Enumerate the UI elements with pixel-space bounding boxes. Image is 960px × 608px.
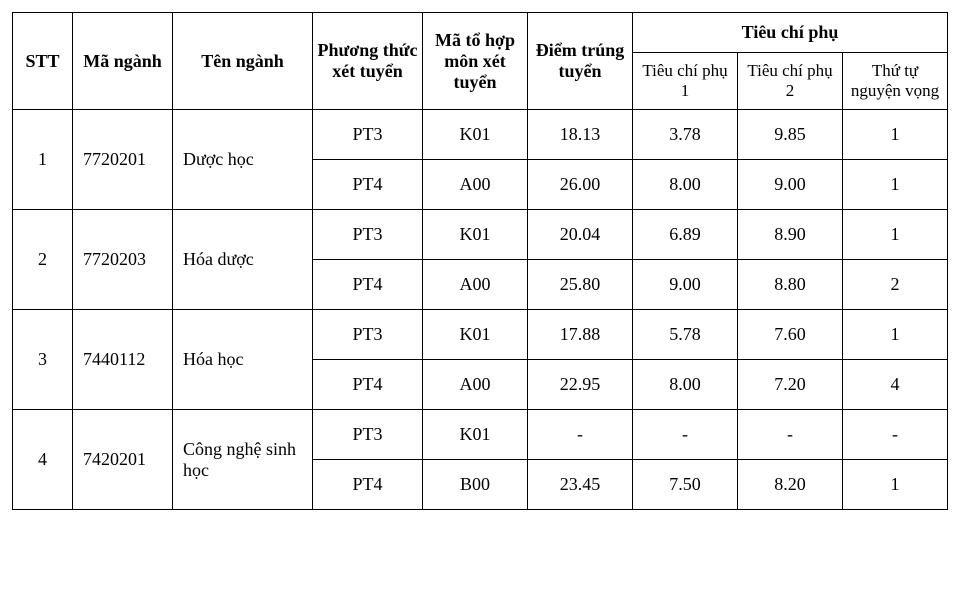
cell-to-hop: K01 bbox=[423, 410, 528, 460]
cell-stt: 1 bbox=[13, 110, 73, 210]
cell-phu-2: 7.20 bbox=[738, 360, 843, 410]
cell-phu-1: 6.89 bbox=[633, 210, 738, 260]
cell-phu-2: 8.20 bbox=[738, 460, 843, 510]
cell-ten-nganh: Hóa học bbox=[173, 310, 313, 410]
cell-phuong-thuc: PT4 bbox=[313, 460, 423, 510]
cell-phuong-thuc: PT3 bbox=[313, 310, 423, 360]
table-row: 27720203Hóa dượcPT3K0120.046.898.901 bbox=[13, 210, 948, 260]
cell-phuong-thuc: PT4 bbox=[313, 260, 423, 310]
cell-to-hop: A00 bbox=[423, 360, 528, 410]
cell-phu-1: 3.78 bbox=[633, 110, 738, 160]
cell-stt: 3 bbox=[13, 310, 73, 410]
cell-to-hop: A00 bbox=[423, 260, 528, 310]
cell-to-hop: B00 bbox=[423, 460, 528, 510]
cell-diem: 22.95 bbox=[528, 360, 633, 410]
cell-ma-nganh: 7420201 bbox=[73, 410, 173, 510]
cell-ten-nganh: Hóa dược bbox=[173, 210, 313, 310]
cell-phuong-thuc: PT4 bbox=[313, 160, 423, 210]
cell-phuong-thuc: PT4 bbox=[313, 360, 423, 410]
cell-diem: 17.88 bbox=[528, 310, 633, 360]
cell-to-hop: K01 bbox=[423, 310, 528, 360]
cell-ten-nganh: Công nghệ sinh học bbox=[173, 410, 313, 510]
cell-phu-1: 8.00 bbox=[633, 160, 738, 210]
cell-phu-2: - bbox=[738, 410, 843, 460]
cell-diem: 18.13 bbox=[528, 110, 633, 160]
cell-phu-1: 5.78 bbox=[633, 310, 738, 360]
cell-to-hop: A00 bbox=[423, 160, 528, 210]
cell-phuong-thuc: PT3 bbox=[313, 210, 423, 260]
cell-to-hop: K01 bbox=[423, 110, 528, 160]
cell-ma-nganh: 7440112 bbox=[73, 310, 173, 410]
cell-thu-tu: 1 bbox=[843, 160, 948, 210]
col-stt: STT bbox=[13, 13, 73, 110]
cell-stt: 4 bbox=[13, 410, 73, 510]
cell-phu-1: 9.00 bbox=[633, 260, 738, 310]
cell-diem: 25.80 bbox=[528, 260, 633, 310]
col-tieu-chi-phu: Tiêu chí phụ bbox=[633, 13, 948, 53]
cell-to-hop: K01 bbox=[423, 210, 528, 260]
col-phu-2: Tiêu chí phụ 2 bbox=[738, 53, 843, 110]
admission-scores-table: STT Mã ngành Tên ngành Phương thức xét t… bbox=[12, 12, 948, 510]
cell-thu-tu: 4 bbox=[843, 360, 948, 410]
table-row: 17720201Dược họcPT3K0118.133.789.851 bbox=[13, 110, 948, 160]
cell-phu-2: 9.00 bbox=[738, 160, 843, 210]
cell-ten-nganh: Dược học bbox=[173, 110, 313, 210]
cell-thu-tu: - bbox=[843, 410, 948, 460]
col-ten-nganh: Tên ngành bbox=[173, 13, 313, 110]
cell-phu-2: 8.80 bbox=[738, 260, 843, 310]
cell-thu-tu: 1 bbox=[843, 460, 948, 510]
cell-thu-tu: 1 bbox=[843, 210, 948, 260]
cell-thu-tu: 1 bbox=[843, 310, 948, 360]
cell-diem: 26.00 bbox=[528, 160, 633, 210]
cell-phuong-thuc: PT3 bbox=[313, 410, 423, 460]
cell-stt: 2 bbox=[13, 210, 73, 310]
col-ma-to-hop: Mã tổ hợp môn xét tuyển bbox=[423, 13, 528, 110]
col-thu-tu: Thứ tự nguyện vọng bbox=[843, 53, 948, 110]
table-header: STT Mã ngành Tên ngành Phương thức xét t… bbox=[13, 13, 948, 110]
table-row: 37440112Hóa họcPT3K0117.885.787.601 bbox=[13, 310, 948, 360]
col-phu-1: Tiêu chí phụ 1 bbox=[633, 53, 738, 110]
cell-phuong-thuc: PT3 bbox=[313, 110, 423, 160]
cell-phu-1: - bbox=[633, 410, 738, 460]
cell-ma-nganh: 7720203 bbox=[73, 210, 173, 310]
cell-phu-2: 8.90 bbox=[738, 210, 843, 260]
cell-diem: 23.45 bbox=[528, 460, 633, 510]
table-row: 47420201Công nghệ sinh họcPT3K01---- bbox=[13, 410, 948, 460]
cell-phu-1: 7.50 bbox=[633, 460, 738, 510]
cell-diem: 20.04 bbox=[528, 210, 633, 260]
cell-ma-nganh: 7720201 bbox=[73, 110, 173, 210]
cell-thu-tu: 2 bbox=[843, 260, 948, 310]
col-ma-nganh: Mã ngành bbox=[73, 13, 173, 110]
col-phuong-thuc: Phương thức xét tuyển bbox=[313, 13, 423, 110]
cell-phu-2: 9.85 bbox=[738, 110, 843, 160]
col-diem: Điểm trúng tuyển bbox=[528, 13, 633, 110]
cell-diem: - bbox=[528, 410, 633, 460]
cell-phu-1: 8.00 bbox=[633, 360, 738, 410]
cell-phu-2: 7.60 bbox=[738, 310, 843, 360]
table-body: 17720201Dược họcPT3K0118.133.789.851PT4A… bbox=[13, 110, 948, 510]
cell-thu-tu: 1 bbox=[843, 110, 948, 160]
